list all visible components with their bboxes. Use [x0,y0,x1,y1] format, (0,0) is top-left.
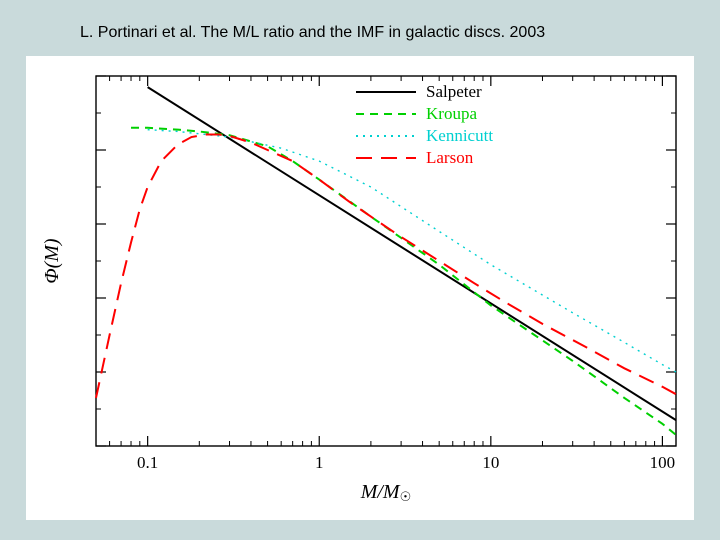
legend-label-larson: Larson [426,148,474,167]
svg-text:M/M☉: M/M☉ [360,481,412,504]
chart-panel: 0.1 1 10 100 M/M☉ Φ(M) Salpeter Kroupa Kennicutt… [26,56,694,520]
imf-chart: 0.1 1 10 100 M/M☉ Φ(M) Salpeter Kroupa Kennicutt… [26,56,694,520]
series-salpeter [148,87,676,420]
legend-label-salpeter: Salpeter [426,82,482,101]
series-larson [96,134,676,397]
series-kroupa [131,128,676,435]
svg-text:Φ(M): Φ(M) [41,238,63,284]
series-kennicutt [148,130,676,372]
legend-label-kroupa: Kroupa [426,104,477,123]
svg-text:0.1: 0.1 [137,453,158,472]
legend-label-kennicutt: Kennicutt [426,126,493,145]
page-title: L. Portinari et al. The M/L ratio and th… [80,24,545,42]
svg-text:10: 10 [482,453,499,472]
svg-text:1: 1 [315,453,324,472]
svg-text:100: 100 [650,453,676,472]
